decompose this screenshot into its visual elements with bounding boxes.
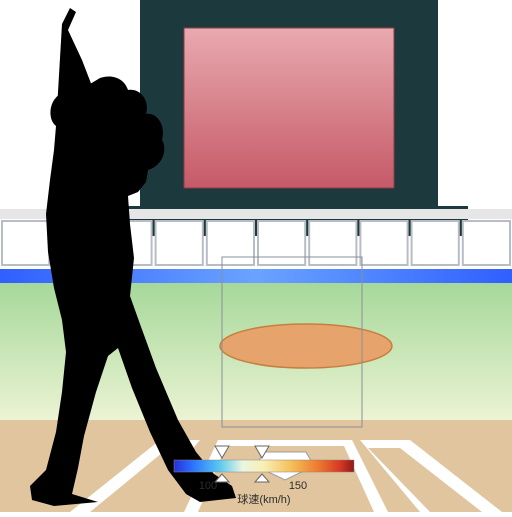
legend-tick-100: 100: [199, 480, 217, 492]
pitchers-mound: [220, 324, 392, 368]
legend-axis-label: 球速(km/h): [237, 492, 290, 506]
legend-gradient-bar: [174, 460, 354, 472]
legend-tick-150: 150: [289, 480, 307, 492]
scoreboard-screen: [184, 28, 394, 188]
pitch-location-chart: 100 150 球速(km/h): [0, 0, 512, 512]
